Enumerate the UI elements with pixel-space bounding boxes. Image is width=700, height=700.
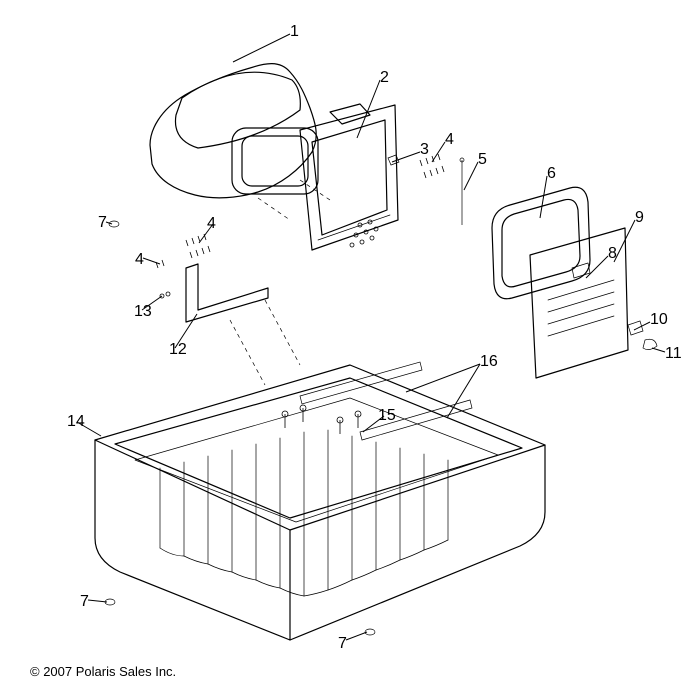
parts-svg	[0, 0, 700, 700]
callout-14: 14	[67, 414, 85, 430]
callout-2: 2	[380, 70, 389, 86]
callout-13: 13	[134, 304, 152, 320]
part-12-bracket	[186, 264, 268, 322]
callout-6: 6	[547, 166, 556, 182]
callout-5: 5	[478, 152, 487, 168]
callout-4a: 4	[445, 132, 454, 148]
part-2-frame	[300, 104, 398, 250]
callout-16: 16	[480, 354, 498, 370]
part-14-tub	[95, 365, 545, 640]
callout-4c: 4	[135, 252, 144, 268]
callout-11: 11	[665, 346, 682, 362]
part-11-clip	[643, 339, 657, 349]
part-1-upper-box	[150, 64, 318, 198]
part-13-rivets	[160, 292, 170, 298]
callout-15: 15	[378, 408, 396, 424]
part-10-latch	[628, 321, 643, 335]
part-5-rod	[460, 158, 464, 225]
callout-3: 3	[420, 142, 429, 158]
callout-12: 12	[169, 342, 187, 358]
part-6-gasket	[492, 187, 590, 298]
callout-10: 10	[650, 312, 668, 328]
part-15-screws	[282, 405, 361, 434]
callout-9: 9	[635, 210, 644, 226]
leaders	[77, 34, 665, 640]
callout-4b: 4	[207, 216, 216, 232]
callout-7c: 7	[338, 636, 347, 652]
diagram-stage: 1 2 3 4 4 4 5 6 7 7 7 8 9 10 11 12 13 14…	[0, 0, 700, 700]
callout-8: 8	[608, 246, 617, 262]
copyright-text: © 2007 Polaris Sales Inc.	[30, 664, 176, 679]
callout-7b: 7	[80, 594, 89, 610]
part-16-rail-b	[360, 400, 472, 440]
part-4-screws-left-upper	[186, 234, 210, 258]
callout-1: 1	[290, 24, 299, 40]
callout-7a: 7	[98, 215, 107, 231]
